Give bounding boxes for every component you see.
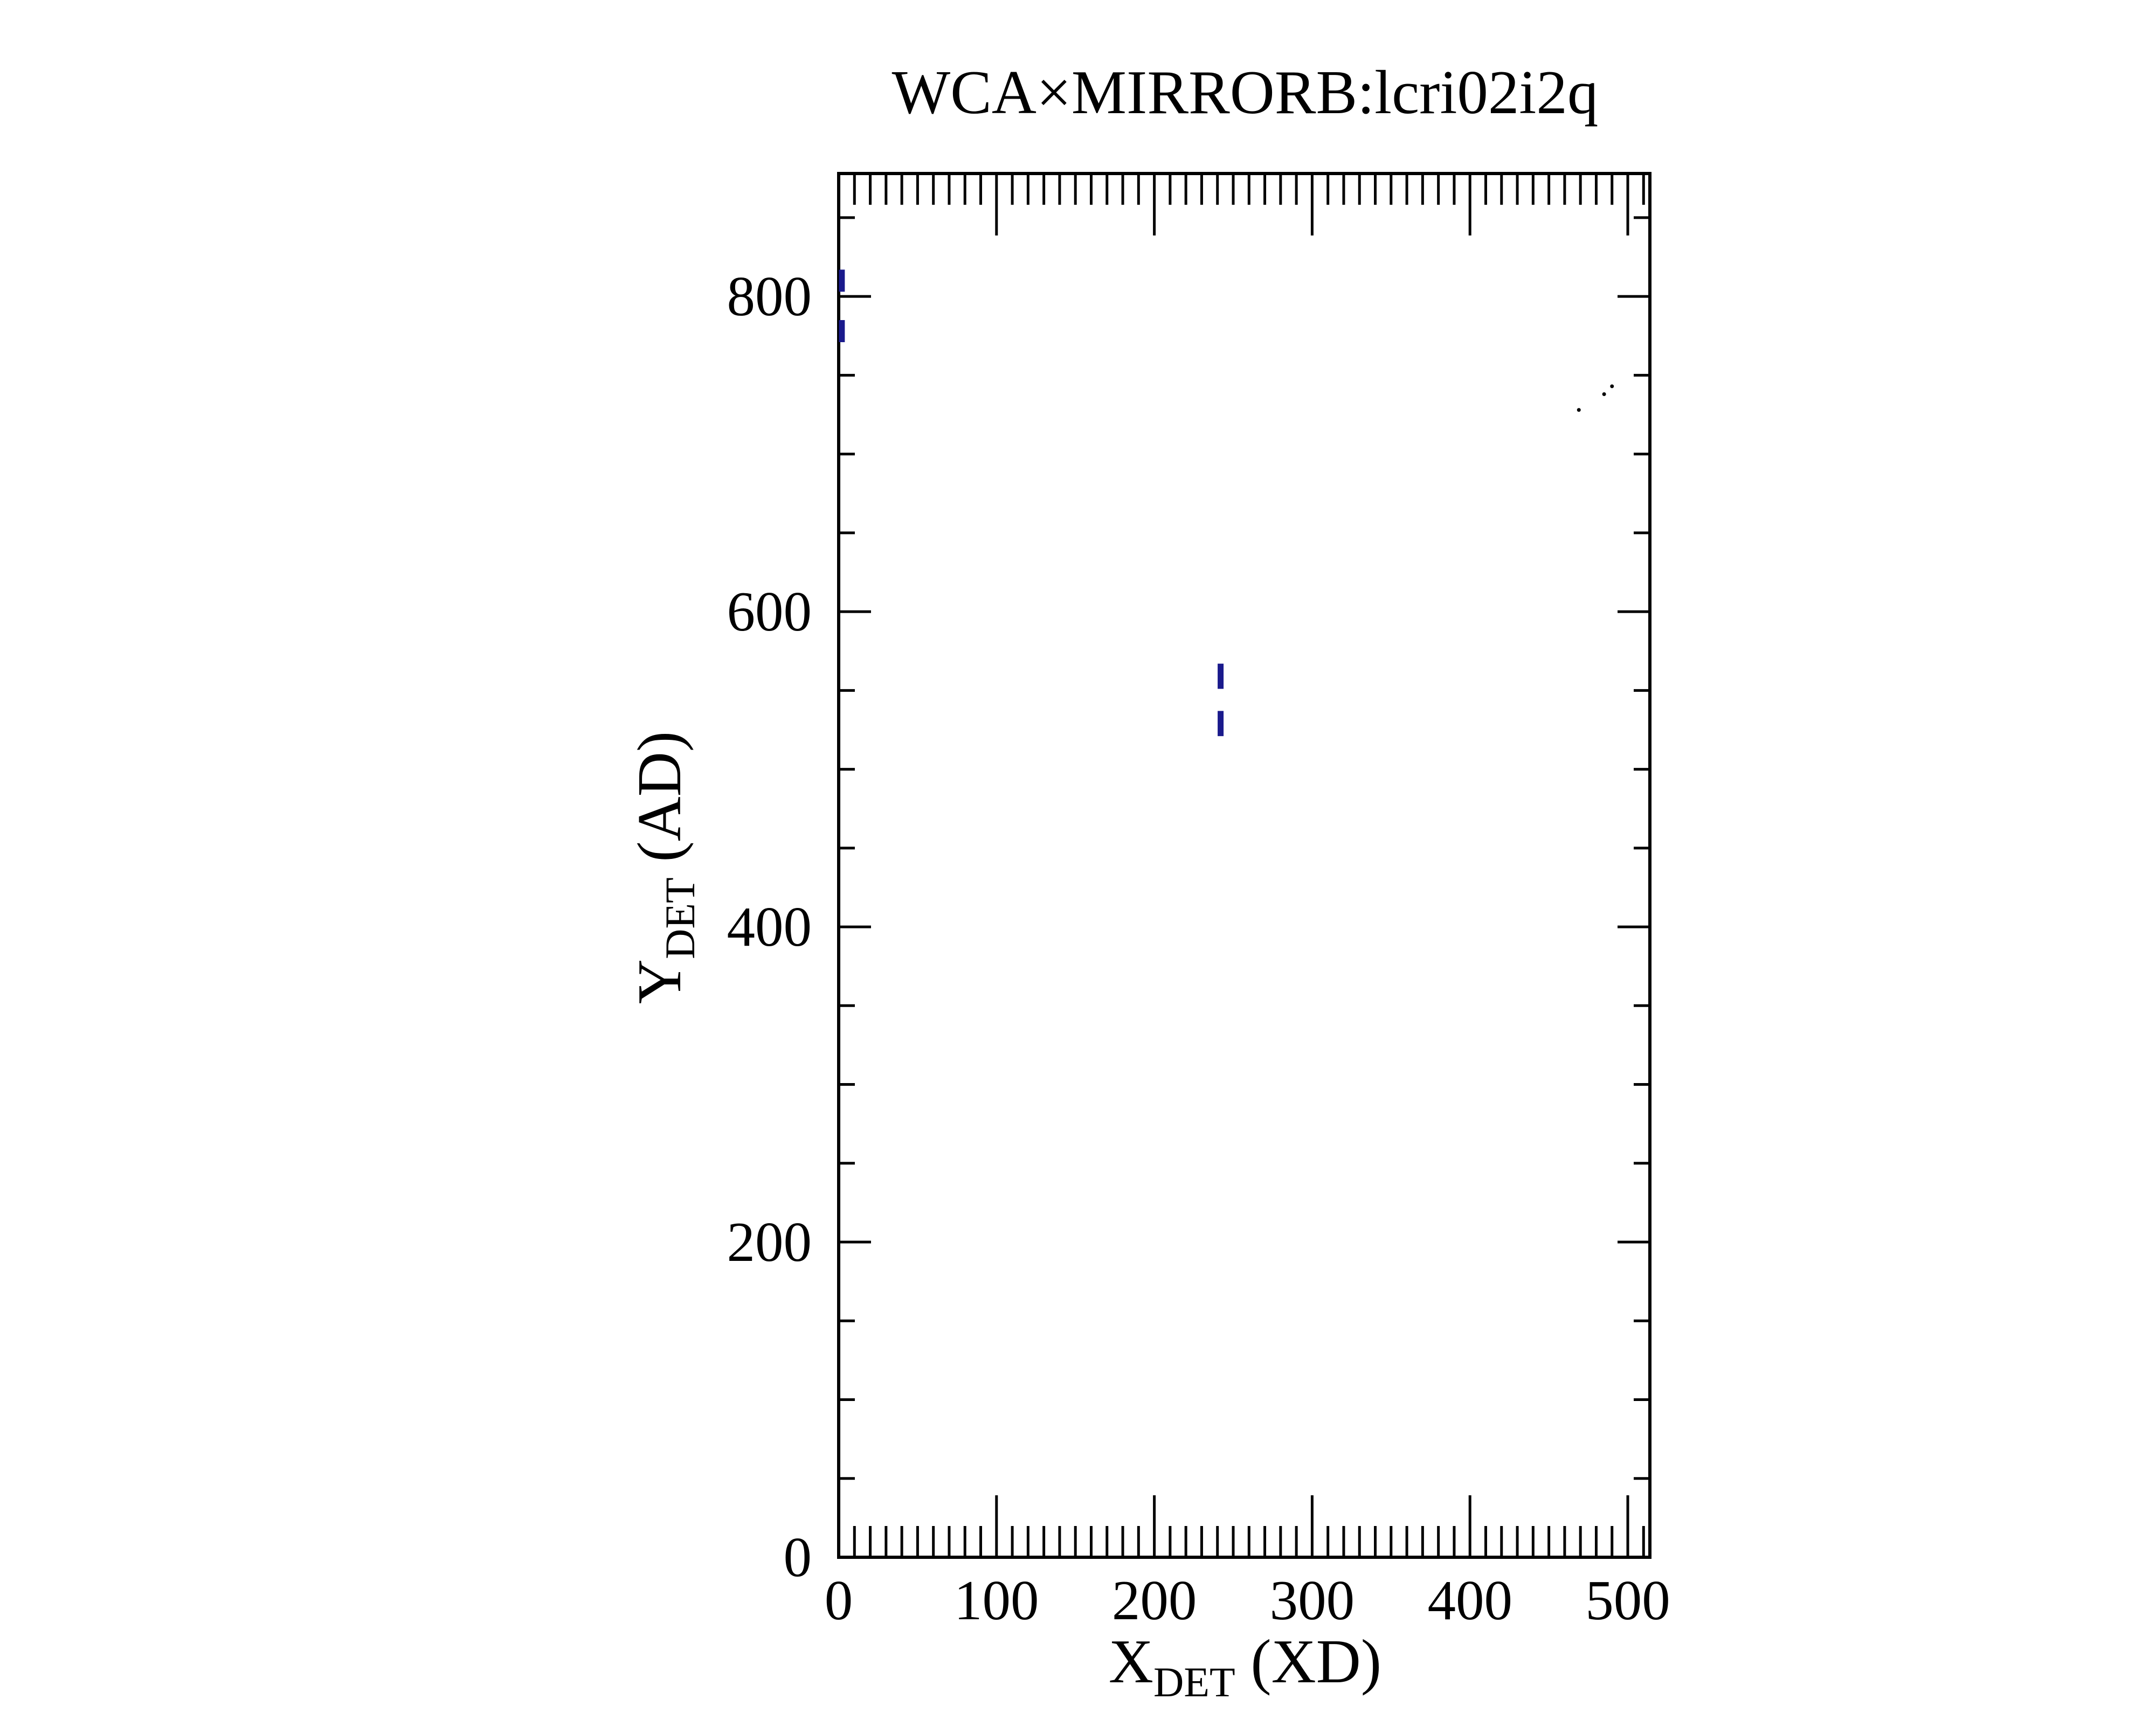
y-tick-label: 400 [727,895,812,958]
y-tick-label: 600 [727,580,812,643]
axis-ticks [837,174,1650,1559]
y-axis-label-suffix: (AD) [625,731,694,877]
x-tick-label: 500 [1585,1569,1670,1632]
x-tick-label: 100 [954,1569,1039,1632]
x-axis-label-main: X [1109,1627,1153,1696]
y-tick-label: 800 [727,265,812,328]
x-tick-label: 200 [1112,1569,1197,1632]
x-tick-label: 300 [1270,1569,1355,1632]
y-tick-label: 0 [784,1525,812,1589]
x-tick-label: 400 [1427,1569,1512,1632]
y-axis-label-sub: DET [657,877,703,959]
y-axis-label: YDET (AD) [625,731,703,1004]
tick-labels: 0 100 200 300 400 500 0 200 400 600 800 [727,265,1670,1632]
data-point-dot [1602,392,1606,396]
y-tick-label: 200 [727,1210,812,1273]
x-axis-label-sub: DET [1153,1659,1235,1705]
data-point-dot [1610,384,1614,389]
x-tick-label: 0 [825,1569,853,1632]
data-marks [839,269,1614,737]
plot-frame [837,172,1651,1559]
y-axis-label-main: Y [625,959,694,1004]
data-point-dot [1577,408,1581,412]
x-axis-label: XDET (XD) [1109,1627,1381,1705]
x-axis-label-suffix: (XD) [1235,1627,1381,1696]
chart-title: WCA×MIRRORB:lcri02i2q [892,58,1599,127]
